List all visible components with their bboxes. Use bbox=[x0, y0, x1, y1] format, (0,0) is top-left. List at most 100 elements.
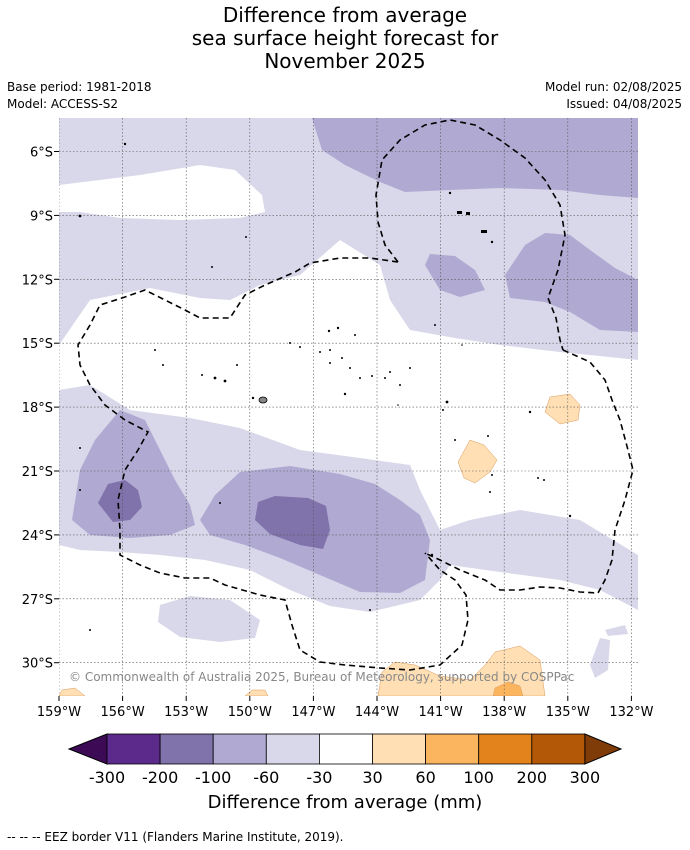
colorbar-tick-label: -100 bbox=[195, 768, 231, 787]
colorbar-tick-label: 200 bbox=[517, 768, 548, 787]
island bbox=[397, 404, 399, 406]
issued-text: Issued: 04/08/2025 bbox=[566, 97, 682, 111]
island bbox=[329, 349, 331, 351]
colorbar-swatch bbox=[106, 733, 161, 765]
positive-region-east-2 bbox=[457, 439, 498, 484]
lon-tick-label: 150°W bbox=[228, 705, 272, 720]
lon-tick-label: 141°W bbox=[419, 705, 463, 720]
island bbox=[487, 435, 489, 437]
island bbox=[445, 400, 449, 404]
neutral-gap-north bbox=[59, 165, 265, 220]
colorbar-tick-label: 60 bbox=[415, 768, 435, 787]
positive-region-southwest-1 bbox=[59, 687, 86, 696]
island bbox=[343, 392, 347, 396]
page-title: Difference from average sea surface heig… bbox=[0, 4, 690, 73]
island bbox=[78, 214, 82, 218]
island bbox=[319, 351, 321, 353]
anomaly-region-southeast bbox=[590, 638, 610, 678]
lon-tick-label: 132°W bbox=[609, 705, 653, 720]
island bbox=[349, 367, 351, 369]
island bbox=[457, 211, 462, 214]
island bbox=[466, 212, 470, 215]
lat-tick-label: 12°S bbox=[22, 273, 53, 288]
positive-core-south bbox=[492, 681, 524, 696]
anomaly-core-south bbox=[255, 496, 330, 549]
island bbox=[481, 230, 487, 233]
colorbar bbox=[67, 733, 623, 765]
colorbar-title: Difference from average (mm) bbox=[207, 792, 483, 813]
title-line-2: sea surface height forecast for bbox=[191, 26, 499, 50]
island bbox=[123, 142, 127, 146]
meta-right: Model run: 02/08/2025 Issued: 04/08/2025 bbox=[545, 79, 682, 113]
lon-tick-label: 159°W bbox=[37, 705, 81, 720]
island bbox=[327, 329, 331, 333]
positive-layer-light bbox=[59, 393, 581, 696]
island bbox=[384, 377, 386, 379]
island bbox=[89, 629, 91, 631]
lon-tick-label: 138°W bbox=[482, 705, 526, 720]
eez-border-north bbox=[375, 119, 566, 351]
colorbar-swatch bbox=[425, 733, 480, 765]
island bbox=[299, 346, 301, 348]
lat-tick-label: 18°S bbox=[22, 401, 53, 416]
title-line-1: Difference from average bbox=[222, 3, 468, 27]
latitude-labels: 6°S 9°S 12°S 15°S 18°S 21°S 24°S 27°S 30°S bbox=[22, 146, 53, 672]
anomaly-region-east-edge bbox=[605, 625, 628, 636]
island bbox=[461, 344, 463, 346]
lon-tick-label: 147°W bbox=[291, 705, 335, 720]
island bbox=[389, 371, 391, 373]
island bbox=[154, 349, 156, 351]
island bbox=[490, 240, 494, 244]
island bbox=[568, 514, 572, 518]
meta-left: Base period: 1981-2018 Model: ACCESS-S2 bbox=[7, 79, 152, 113]
colorbar-tick-label: 30 bbox=[362, 768, 382, 787]
islands bbox=[78, 142, 572, 631]
colorbar-tick-label: 300 bbox=[570, 768, 601, 787]
anomaly-region-southwest bbox=[158, 596, 260, 642]
island-tahiti bbox=[258, 396, 268, 404]
colorbar-swatch bbox=[372, 733, 426, 765]
island bbox=[336, 326, 340, 330]
lat-tick-label: 30°S bbox=[22, 657, 53, 672]
island bbox=[354, 334, 356, 336]
colorbar-extend-high bbox=[584, 733, 623, 765]
island bbox=[79, 489, 81, 491]
positive-region-south bbox=[377, 645, 546, 696]
colorbar-swatch bbox=[265, 733, 320, 765]
lat-tick-label: 27°S bbox=[22, 593, 53, 608]
eez-border bbox=[77, 119, 634, 671]
island bbox=[409, 367, 411, 369]
island bbox=[371, 375, 373, 377]
island bbox=[213, 376, 217, 380]
island bbox=[201, 374, 203, 376]
island bbox=[543, 479, 545, 481]
colorbar-tick-label: -300 bbox=[89, 768, 125, 787]
colorbar-tick-label: 100 bbox=[463, 768, 494, 787]
map-area: © Commonwealth of Australia 2025, Bureau… bbox=[59, 118, 638, 696]
island bbox=[251, 396, 255, 400]
eez-border-central bbox=[424, 349, 634, 594]
island bbox=[430, 553, 434, 557]
lat-tick-label: 9°S bbox=[30, 209, 53, 224]
colorbar-swatch bbox=[159, 733, 214, 765]
island bbox=[219, 502, 221, 504]
island bbox=[399, 384, 401, 386]
model-run-text: Model run: 02/08/2025 bbox=[544, 80, 682, 94]
island bbox=[289, 342, 291, 344]
island bbox=[489, 491, 491, 493]
anomaly-region-northeast bbox=[312, 118, 638, 198]
eez-footnote: -- -- -- EEZ border V11 (Flanders Marine… bbox=[7, 830, 344, 844]
title-line-3: November 2025 bbox=[264, 49, 426, 73]
anomaly-core-west bbox=[98, 480, 142, 522]
colorbar-swatch bbox=[318, 733, 373, 765]
island bbox=[528, 410, 532, 414]
colorbar-tick-label: -60 bbox=[253, 768, 279, 787]
island bbox=[162, 364, 164, 366]
colorbar-swatch bbox=[478, 733, 533, 765]
colorbar-swatch bbox=[531, 733, 586, 765]
colorbar-swatch bbox=[212, 733, 267, 765]
island bbox=[448, 191, 452, 195]
island bbox=[537, 477, 539, 479]
island bbox=[245, 236, 247, 238]
